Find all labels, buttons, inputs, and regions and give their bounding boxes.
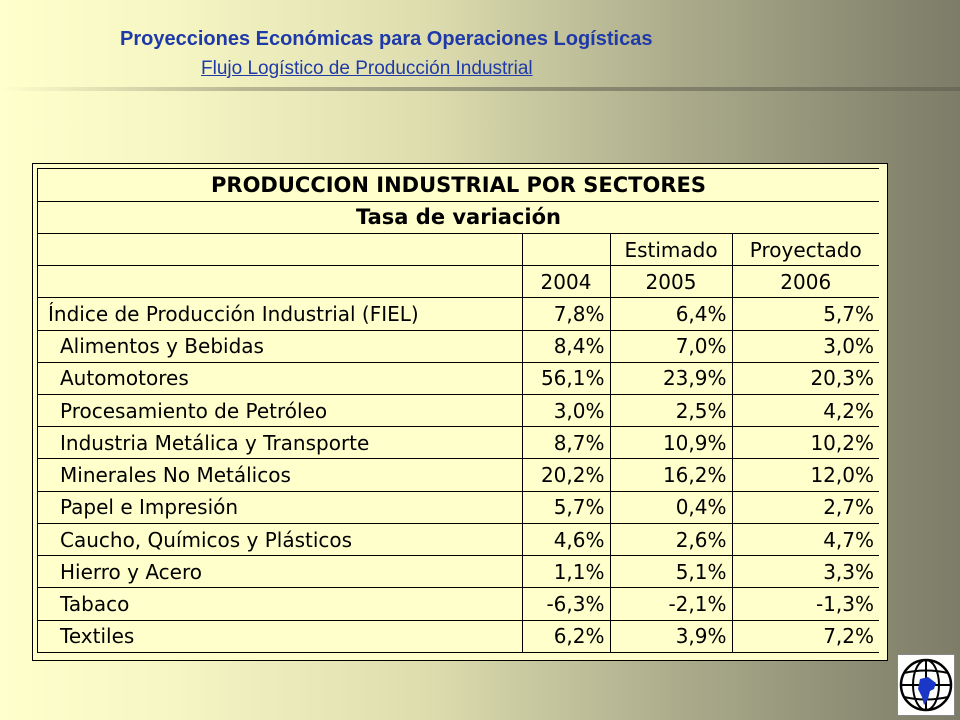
year-2005: 2005 — [609, 265, 732, 299]
value-cell-2005: 0,4% — [609, 491, 732, 524]
value-cell-2005: 7,0% — [609, 330, 732, 363]
sector-label: Papel e Impresión — [38, 491, 522, 524]
production-table-frame: PRODUCCION INDUSTRIAL POR SECTORES Tasa … — [32, 163, 888, 661]
value-cell-2004: 5,7% — [521, 491, 610, 524]
value-cell-2005: 3,9% — [609, 620, 732, 654]
value-cell-2005: 5,1% — [609, 555, 732, 589]
value-cell-2005: -2,1% — [609, 587, 732, 621]
value-cell-2005: 2,5% — [609, 394, 732, 428]
col-type-2005: Estimado — [609, 233, 732, 267]
table-title-row: PRODUCCION INDUSTRIAL POR SECTORES — [38, 169, 879, 202]
table-row: Textiles 6,2% 3,9% 7,2% — [38, 620, 879, 654]
sector-label: Automotores — [38, 362, 522, 396]
value-cell-2006: -1,3% — [731, 587, 879, 621]
year-2006: 2006 — [731, 265, 879, 299]
value-cell-2004: 8,7% — [521, 426, 610, 460]
value-cell-2004: 4,6% — [521, 523, 610, 557]
table-row: Caucho, Químicos y Plásticos 4,6% 2,6% 4,7% — [38, 523, 879, 557]
value-cell-2006: 4,2% — [731, 394, 879, 428]
table-row: Industria Metálica y Transporte 8,7% 10,9%… — [38, 426, 879, 460]
value-cell-2006: 10,2% — [731, 426, 879, 460]
header-empty-cell — [38, 265, 522, 299]
table-subtitle: Tasa de variación — [38, 201, 879, 234]
col-type-2004 — [521, 233, 610, 267]
header-divider — [0, 87, 960, 91]
col-type-2006: Proyectado — [731, 233, 879, 267]
table-row: Procesamiento de Petróleo 3,0% 2,5% 4,2% — [38, 394, 879, 428]
value-cell-2005: 16,2% — [609, 458, 732, 492]
sector-label: Alimentos y Bebidas — [38, 330, 522, 363]
value-cell-2006: 3,3% — [731, 555, 879, 589]
value-cell-2006: 5,7% — [731, 297, 879, 331]
value-cell-2006: 2,7% — [731, 491, 879, 524]
year-header-row: 2004 2005 2006 — [38, 265, 879, 299]
table-row: Alimentos y Bebidas 8,4% 7,0% 3,0% — [38, 330, 879, 363]
value-cell-2005: 23,9% — [609, 362, 732, 396]
value-cell-2006: 12,0% — [731, 458, 879, 492]
year-2004: 2004 — [521, 265, 610, 299]
production-table: PRODUCCION INDUSTRIAL POR SECTORES Tasa … — [38, 169, 879, 654]
value-cell-2004: 7,8% — [521, 297, 610, 331]
table-row: Minerales No Metálicos 20,2% 16,2% 12,0% — [38, 458, 879, 492]
value-cell-2004: 8,4% — [521, 330, 610, 363]
sector-label: Minerales No Metálicos — [38, 458, 522, 492]
sector-label: Caucho, Químicos y Plásticos — [38, 523, 522, 557]
value-cell-2004: 56,1% — [521, 362, 610, 396]
table-subtitle-row: Tasa de variación — [38, 201, 879, 234]
production-table-container: PRODUCCION INDUSTRIAL POR SECTORES Tasa … — [37, 168, 879, 654]
value-cell-2005: 2,6% — [609, 523, 732, 557]
value-cell-2006: 7,2% — [731, 620, 879, 654]
sector-label: Industria Metálica y Transporte — [38, 426, 522, 460]
value-cell-2004: 20,2% — [521, 458, 610, 492]
sector-label: Índice de Producción Industrial (FIEL) — [38, 297, 522, 331]
sector-label: Tabaco — [38, 587, 522, 621]
table-row: Hierro y Acero 1,1% 5,1% 3,3% — [38, 555, 879, 589]
sector-label: Hierro y Acero — [38, 555, 522, 589]
subtitle-link[interactable]: Flujo Logístico de Producción Industrial — [201, 58, 533, 79]
value-cell-2004: -6,3% — [521, 587, 610, 621]
value-cell-2004: 1,1% — [521, 555, 610, 589]
value-cell-2005: 6,4% — [609, 297, 732, 331]
sector-label: Procesamiento de Petróleo — [38, 394, 522, 428]
column-type-row: Estimado Proyectado — [38, 233, 879, 267]
header-empty-cell — [38, 233, 522, 267]
table-row: Automotores 56,1% 23,9% 20,3% — [38, 362, 879, 396]
page-title: Proyecciones Económicas para Operaciones… — [120, 28, 653, 50]
table-row: Tabaco -6,3% -2,1% -1,3% — [38, 587, 879, 621]
value-cell-2006: 3,0% — [731, 330, 879, 363]
value-cell-2004: 6,2% — [521, 620, 610, 654]
value-cell-2006: 20,3% — [731, 362, 879, 396]
table-row: Índice de Producción Industrial (FIEL) 7,… — [38, 297, 879, 331]
table-title: PRODUCCION INDUSTRIAL POR SECTORES — [38, 169, 879, 202]
value-cell-2004: 3,0% — [521, 394, 610, 428]
sector-label: Textiles — [38, 620, 522, 654]
globe-map-icon — [897, 654, 955, 716]
table-row: Papel e Impresión 5,7% 0,4% 2,7% — [38, 491, 879, 524]
value-cell-2006: 4,7% — [731, 523, 879, 557]
value-cell-2005: 10,9% — [609, 426, 732, 460]
